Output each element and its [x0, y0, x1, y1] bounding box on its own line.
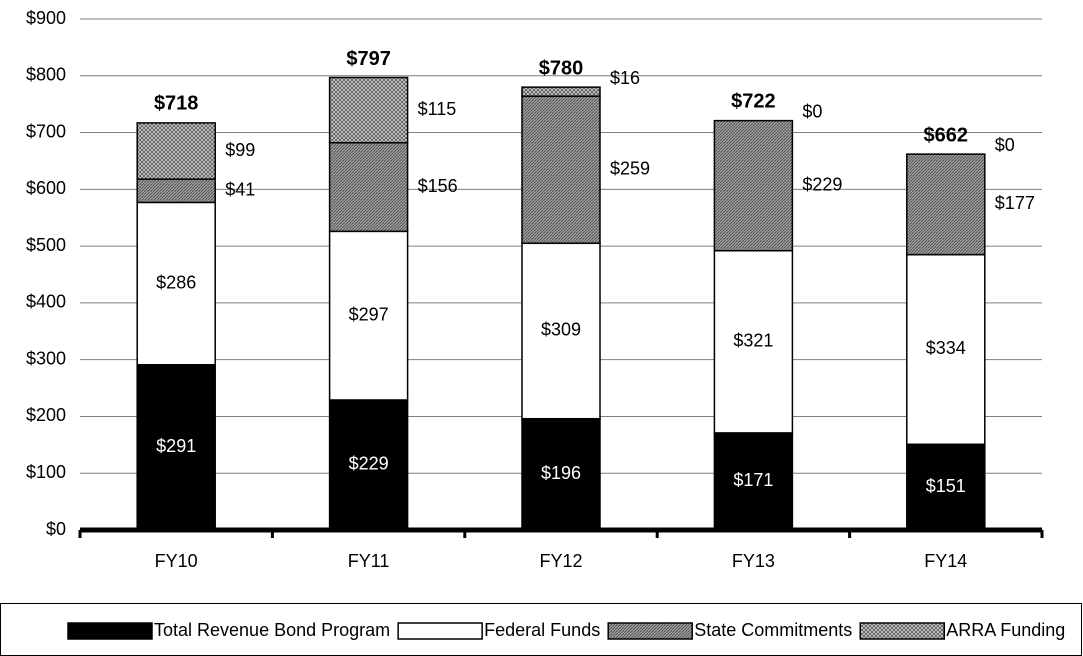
legend-swatch	[607, 622, 693, 640]
x-tick-label: FY10	[155, 551, 198, 571]
bar-segment	[521, 417, 601, 531]
x-tick-label: FY12	[539, 551, 582, 571]
legend-swatch	[67, 622, 153, 640]
value-label: $334	[926, 338, 966, 358]
bar-segment	[713, 432, 794, 531]
legend-label: Federal Funds	[484, 620, 600, 640]
bar-segment	[328, 142, 409, 233]
value-label: $151	[926, 476, 966, 496]
bar-segment	[713, 249, 794, 434]
value-label: $156	[418, 176, 458, 196]
value-label: $99	[225, 140, 255, 160]
value-label: $259	[610, 158, 650, 178]
bar-segment	[328, 399, 409, 531]
y-tick-label: $200	[26, 405, 66, 425]
value-label: $196	[541, 463, 581, 483]
y-tick-label: $800	[26, 65, 66, 85]
value-label: $286	[156, 272, 196, 292]
bar-segment	[906, 153, 986, 256]
bar-segment	[906, 253, 986, 446]
value-label: $16	[610, 68, 640, 88]
y-tick-label: $0	[46, 519, 66, 539]
value-label: $297	[349, 304, 389, 324]
bar-segment	[328, 76, 409, 144]
value-label: $115	[418, 99, 457, 119]
total-label: $780	[539, 57, 584, 79]
value-label: $229	[802, 174, 842, 194]
legend-label: ARRA Funding	[946, 620, 1065, 640]
y-tick-label: $600	[26, 178, 66, 198]
value-label: $321	[733, 331, 773, 351]
y-tick-label: $400	[26, 292, 66, 312]
legend-swatch	[859, 622, 945, 640]
x-tick-label: FY14	[924, 551, 967, 571]
y-tick-label: $900	[26, 8, 66, 28]
x-tick-label: FY11	[348, 551, 390, 571]
total-label: $797	[346, 48, 391, 70]
bar-segment	[713, 119, 794, 252]
legend-label: Total Revenue Bond Program	[154, 620, 390, 640]
total-label: $662	[924, 124, 969, 146]
total-label: $718	[154, 93, 199, 115]
bar-segment	[521, 242, 601, 420]
value-label: $291	[156, 436, 196, 456]
y-tick-label: $500	[26, 235, 66, 255]
y-tick-label: $700	[26, 121, 66, 141]
bar-segment	[136, 364, 216, 531]
value-label: $177	[995, 193, 1035, 213]
value-label: $41	[225, 180, 255, 200]
legend-swatch	[397, 622, 483, 640]
y-tick-label: $300	[26, 348, 66, 368]
bar-segment	[906, 443, 986, 531]
bar-segment	[328, 230, 409, 401]
y-tick-label: $100	[26, 462, 66, 482]
total-label: $722	[731, 90, 776, 112]
bar-segment	[136, 122, 216, 180]
bar-segment	[136, 201, 216, 366]
value-label: $309	[541, 320, 581, 340]
value-label: $171	[733, 470, 773, 490]
bar-segment	[136, 178, 216, 204]
value-label: $0	[802, 101, 822, 121]
bar-segment	[521, 86, 601, 97]
value-label: $0	[995, 135, 1015, 155]
value-label: $229	[349, 454, 389, 474]
x-tick-label: FY13	[732, 551, 775, 571]
bar-segment	[521, 95, 601, 245]
legend-label: State Commitments	[694, 620, 852, 640]
